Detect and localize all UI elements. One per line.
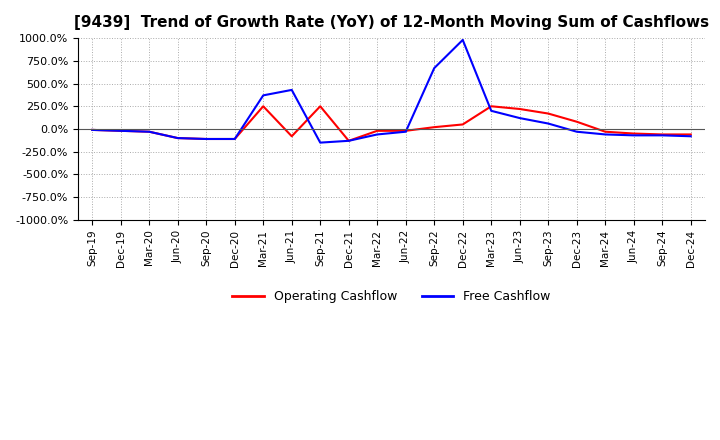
Line: Free Cashflow: Free Cashflow — [92, 40, 690, 143]
Free Cashflow — [145, 129, 153, 134]
Operating Cashflow — [487, 104, 495, 109]
Free Cashflow — [686, 134, 695, 139]
Free Cashflow — [344, 138, 353, 143]
Free Cashflow — [487, 108, 495, 114]
Title: [9439]  Trend of Growth Rate (YoY) of 12-Month Moving Sum of Cashflows: [9439] Trend of Growth Rate (YoY) of 12-… — [74, 15, 709, 30]
Operating Cashflow — [117, 128, 125, 133]
Free Cashflow — [287, 87, 296, 92]
Free Cashflow — [658, 133, 667, 138]
Operating Cashflow — [316, 104, 325, 109]
Free Cashflow — [572, 129, 581, 134]
Operating Cashflow — [174, 136, 182, 141]
Free Cashflow — [373, 132, 382, 137]
Operating Cashflow — [658, 132, 667, 137]
Free Cashflow — [174, 136, 182, 141]
Operating Cashflow — [145, 129, 153, 134]
Free Cashflow — [516, 115, 524, 121]
Free Cashflow — [402, 129, 410, 134]
Operating Cashflow — [601, 129, 610, 134]
Operating Cashflow — [402, 128, 410, 133]
Operating Cashflow — [202, 136, 210, 142]
Operating Cashflow — [259, 104, 268, 109]
Operating Cashflow — [287, 134, 296, 139]
Operating Cashflow — [516, 106, 524, 112]
Free Cashflow — [459, 37, 467, 43]
Operating Cashflow — [544, 111, 552, 116]
Operating Cashflow — [459, 122, 467, 127]
Free Cashflow — [202, 136, 210, 142]
Free Cashflow — [544, 121, 552, 126]
Free Cashflow — [259, 93, 268, 98]
Line: Operating Cashflow: Operating Cashflow — [92, 106, 690, 141]
Free Cashflow — [88, 127, 96, 132]
Operating Cashflow — [230, 136, 239, 142]
Operating Cashflow — [572, 119, 581, 125]
Free Cashflow — [230, 136, 239, 142]
Operating Cashflow — [629, 131, 638, 136]
Operating Cashflow — [373, 128, 382, 133]
Free Cashflow — [430, 66, 438, 71]
Operating Cashflow — [430, 125, 438, 130]
Free Cashflow — [629, 133, 638, 138]
Free Cashflow — [601, 132, 610, 137]
Legend: Operating Cashflow, Free Cashflow: Operating Cashflow, Free Cashflow — [228, 285, 556, 308]
Operating Cashflow — [88, 127, 96, 132]
Operating Cashflow — [686, 132, 695, 137]
Free Cashflow — [316, 140, 325, 145]
Operating Cashflow — [344, 138, 353, 143]
Free Cashflow — [117, 128, 125, 133]
